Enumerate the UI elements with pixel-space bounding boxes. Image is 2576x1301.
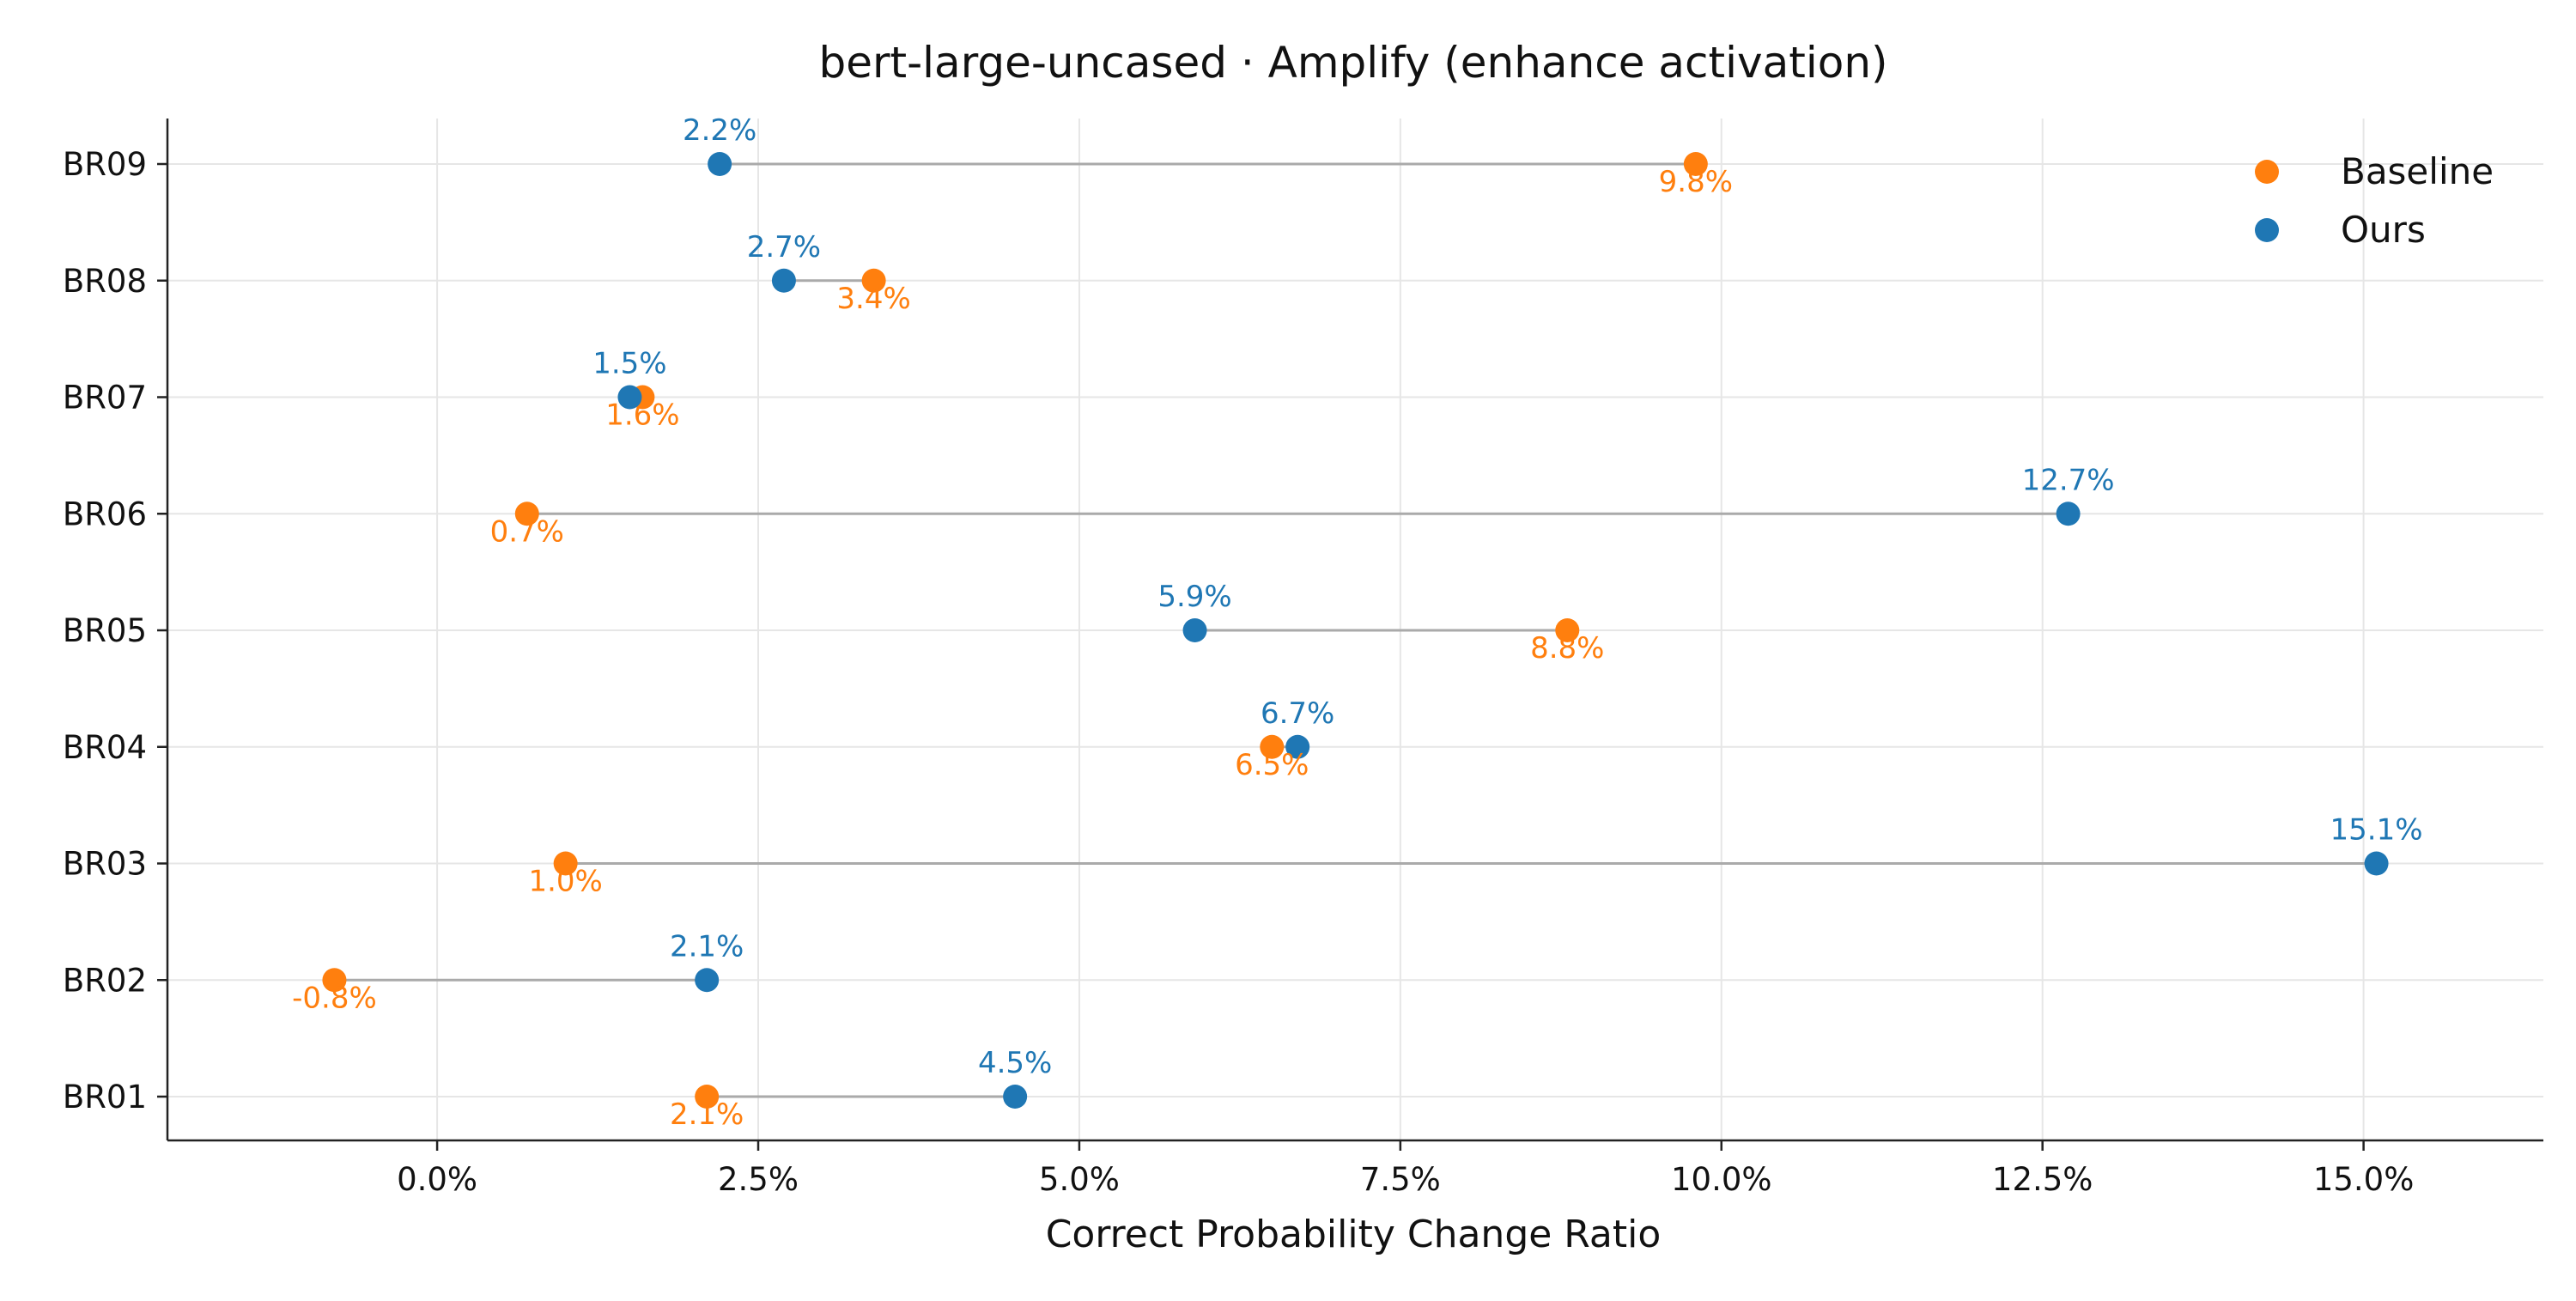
point-baseline: [553, 851, 578, 876]
point-ours: [1285, 734, 1310, 759]
chart-title: bert-large-uncased · Amplify (enhance ac…: [818, 38, 1887, 88]
y-tick-label: BR05: [63, 612, 147, 649]
data-label-baseline: -0.8%: [292, 981, 377, 1015]
point-baseline: [861, 268, 886, 293]
y-tick-label: BR02: [63, 962, 147, 999]
point-ours: [771, 268, 796, 293]
point-ours: [617, 385, 642, 410]
y-tick-label: BR04: [63, 729, 147, 766]
point-baseline: [1260, 734, 1285, 759]
legend-marker-ours: [2255, 218, 2279, 242]
point-ours: [1182, 618, 1207, 642]
legend-label-ours: Ours: [2341, 209, 2426, 251]
x-tick-label: 10.0%: [1671, 1161, 1772, 1198]
data-label-baseline: 0.7%: [490, 514, 564, 549]
y-tick-label: BR06: [63, 495, 147, 532]
data-label-baseline: 1.6%: [605, 398, 679, 433]
point-ours: [695, 968, 720, 993]
point-baseline: [1683, 152, 1708, 176]
x-axis-label: Correct Probability Change Ratio: [1046, 1213, 1662, 1256]
point-baseline: [514, 502, 539, 526]
x-tick-label: 7.5%: [1360, 1161, 1441, 1198]
x-tick-label: 0.0%: [397, 1161, 477, 1198]
x-tick-label: 12.5%: [1992, 1161, 2093, 1198]
x-tick-label: 5.0%: [1039, 1161, 1120, 1198]
data-label-baseline: 3.4%: [836, 282, 910, 316]
x-tick-label: 2.5%: [718, 1161, 799, 1198]
data-label-ours: 6.7%: [1261, 696, 1334, 731]
data-label-ours: 12.7%: [2022, 463, 2115, 497]
legend: Baseline Ours: [2255, 150, 2494, 251]
ticks: 0.0% 2.5% 5.0% 7.5% 10.0% 12.5% 15.0% BR01 BR02 B…: [63, 146, 2415, 1198]
data-label-baseline: 6.5%: [1235, 748, 1309, 782]
y-tick-label: BR03: [63, 846, 147, 883]
point-baseline: [695, 1085, 720, 1109]
y-tick-label: BR09: [63, 146, 147, 183]
data-label-ours: 2.1%: [670, 929, 744, 964]
legend-marker-baseline: [2255, 160, 2279, 184]
data-label-baseline: 1.0%: [528, 865, 602, 899]
point-ours: [2056, 502, 2081, 526]
point-baseline: [1555, 618, 1580, 642]
data-label-ours: 1.5%: [592, 347, 666, 381]
x-tick-label: 15.0%: [2313, 1161, 2415, 1198]
data-label-baseline: 2.1%: [670, 1097, 744, 1132]
y-tick-label: BR08: [63, 263, 147, 300]
legend-label-baseline: Baseline: [2341, 150, 2494, 192]
data-label-ours: 2.2%: [683, 113, 756, 148]
y-tick-label: BR07: [63, 380, 147, 416]
data-labels: 4.5% 2.1% 15.1% 6.7% 5.9% 12.7% 1.5% 2.7% 2.2% 2.…: [292, 113, 2422, 1132]
data-label-baseline: 9.8%: [1659, 165, 1733, 199]
y-tick-label: BR01: [63, 1079, 147, 1116]
data-label-baseline: 8.8%: [1530, 631, 1604, 666]
data-points: [322, 152, 2389, 1109]
data-label-ours: 2.7%: [747, 230, 821, 264]
point-ours: [708, 152, 732, 176]
point-ours: [2364, 851, 2389, 876]
point-ours: [1003, 1085, 1028, 1109]
data-label-ours: 4.5%: [978, 1046, 1052, 1080]
data-label-ours: 5.9%: [1157, 580, 1231, 614]
point-baseline: [322, 968, 347, 993]
data-label-ours: 15.1%: [2330, 813, 2423, 848]
